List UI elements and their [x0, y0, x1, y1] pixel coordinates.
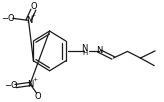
Text: −O: −O	[4, 81, 18, 90]
Text: N: N	[82, 44, 88, 53]
Text: O: O	[31, 2, 38, 11]
Text: N: N	[96, 46, 102, 55]
Text: −O: −O	[1, 14, 15, 23]
Text: H: H	[82, 50, 87, 56]
Text: +: +	[31, 13, 36, 18]
Text: N: N	[27, 79, 34, 89]
Text: N: N	[26, 16, 32, 25]
Text: O: O	[34, 92, 41, 101]
Text: +: +	[32, 77, 38, 82]
